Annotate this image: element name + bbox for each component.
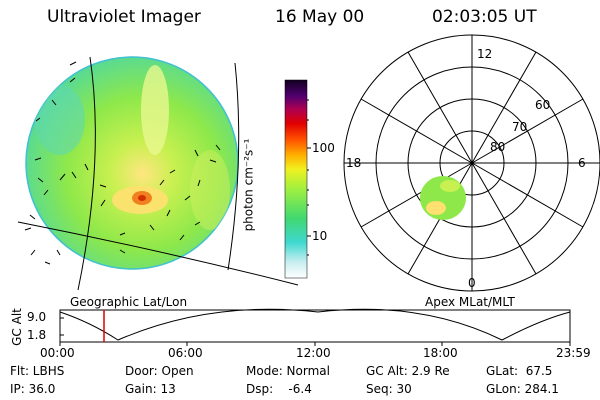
- polar-aurora: [420, 176, 466, 220]
- colorbar-tick-100: 100: [312, 141, 335, 155]
- info-dsp: Dsp: -6.4: [246, 382, 312, 396]
- imager-disk: [17, 56, 299, 291]
- gc-alt-axis-label: GC Alt: [9, 308, 24, 346]
- colorbar: [284, 79, 311, 279]
- coastlines: [24, 61, 221, 265]
- geo-grid-lines: [17, 56, 299, 291]
- right-panel-label: Apex MLat/MLT: [425, 295, 515, 309]
- time-tick-2359: 23:59: [556, 346, 591, 360]
- info-glon: GLon: 284.1: [486, 382, 559, 396]
- info-flt: Flt: LBHS: [10, 364, 65, 378]
- info-gain: Gain: 13: [125, 382, 176, 396]
- info-glat: GLat: 67.5: [486, 364, 553, 378]
- time-tick-0000: 00:00: [40, 346, 75, 360]
- date-label: 16 May 00: [275, 7, 365, 27]
- polar-plot: [343, 34, 600, 292]
- time-tick-1800: 18:00: [423, 346, 458, 360]
- alt-tick-1-8: 1.8: [27, 328, 47, 342]
- colorbar-unit-label: photon cm⁻²s⁻¹: [241, 138, 256, 232]
- mlt-label-0: 0: [468, 276, 476, 290]
- info-mode: Mode: Normal: [246, 364, 330, 378]
- lat-label-60: 60: [535, 98, 551, 112]
- info-seq: Seq: 30: [366, 382, 412, 396]
- altitude-strip: [59, 308, 571, 346]
- left-panel-label: Geographic Lat/Lon: [70, 295, 188, 309]
- mlt-label-12: 12: [477, 47, 493, 61]
- info-ip: IP: 36.0: [10, 382, 56, 396]
- info-door: Door: Open: [125, 364, 194, 378]
- mlt-label-6: 6: [578, 156, 586, 170]
- instrument-title: Ultraviolet Imager: [47, 7, 201, 27]
- info-gc-alt: GC Alt: 2.9 Re: [366, 364, 450, 378]
- aurora-structure: [35, 65, 230, 230]
- time-tick-1200: 12:00: [296, 346, 331, 360]
- mlt-label-18: 18: [346, 156, 362, 170]
- time-label: 02:03:05 UT: [432, 7, 537, 27]
- time-tick-0600: 06:00: [168, 346, 203, 360]
- colorbar-tick-10: 10: [312, 229, 328, 243]
- alt-tick-9: 9.0: [27, 310, 47, 324]
- lat-label-70: 70: [512, 120, 528, 134]
- lat-label-80: 80: [490, 140, 506, 154]
